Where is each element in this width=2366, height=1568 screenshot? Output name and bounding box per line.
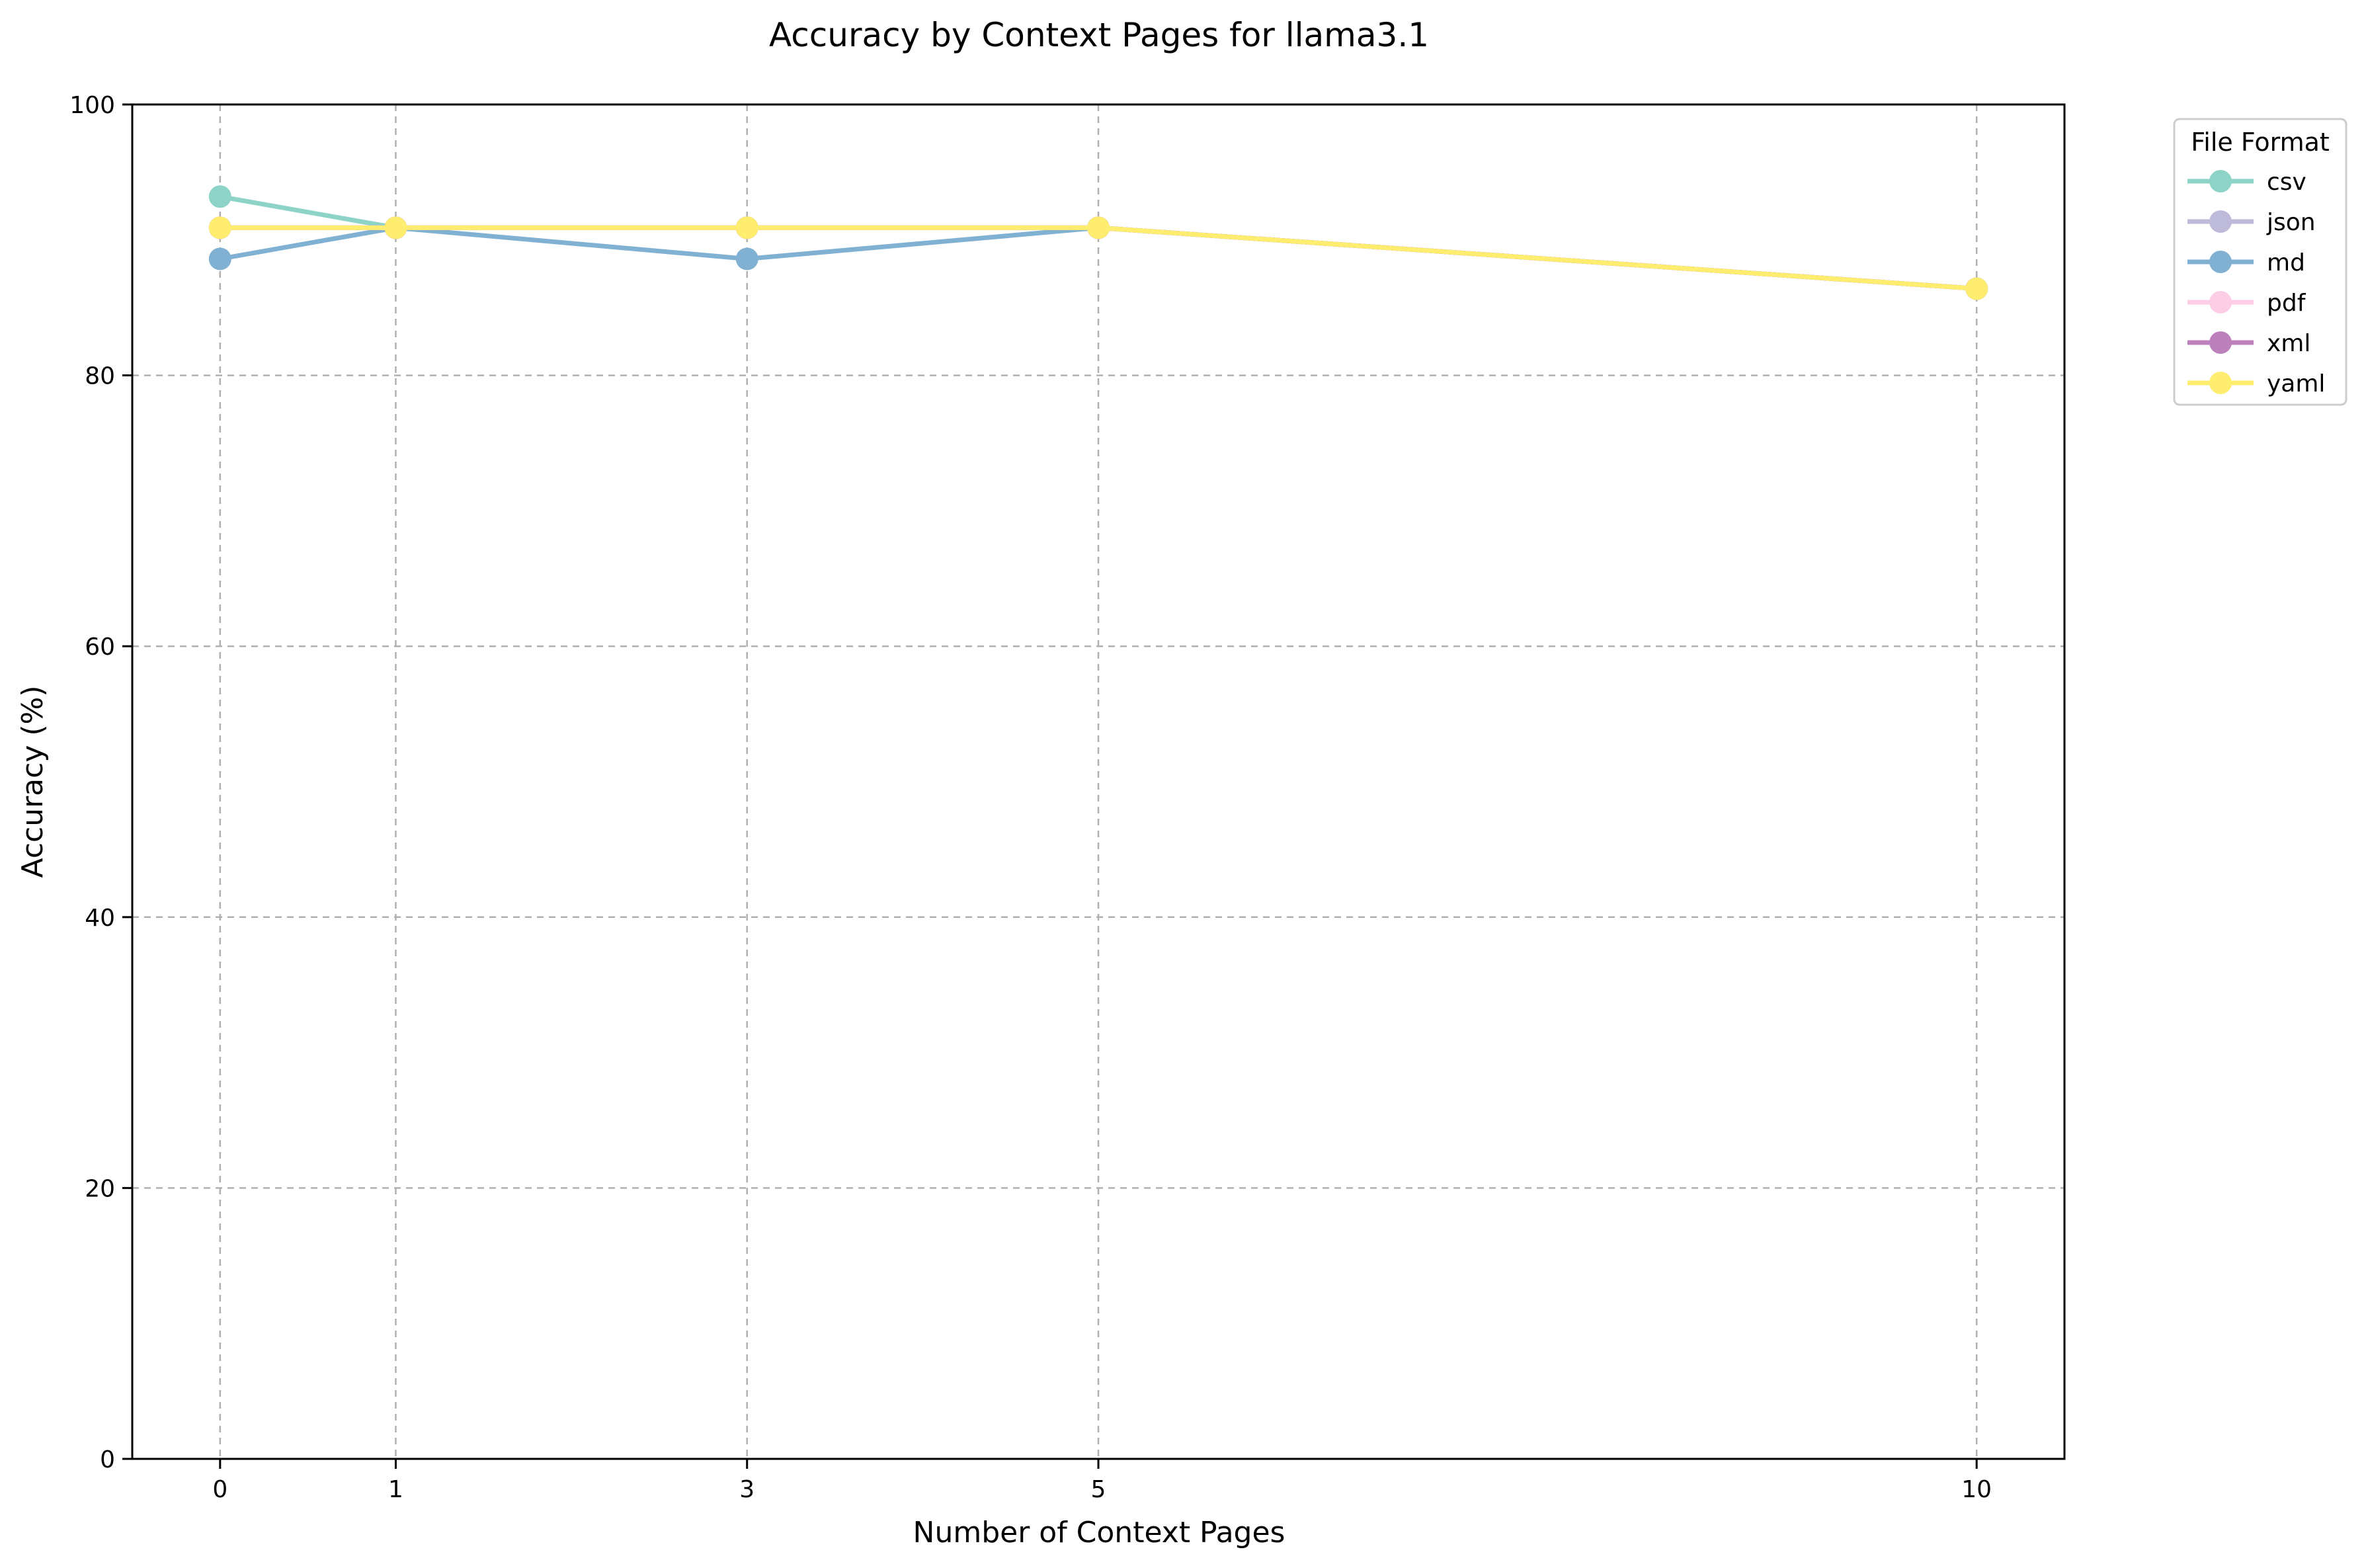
legend-item-csv: csv (2187, 169, 2306, 196)
data-point-csv (208, 185, 231, 208)
legend: File Format csv json md pdf xml yaml (2173, 118, 2347, 406)
x-tick-label: 3 (739, 1476, 755, 1503)
legend-item-yaml: yaml (2187, 370, 2325, 397)
axes: 0 20 40 60 80 100 0 1 3 5 10 (69, 92, 1992, 1503)
data-point-yaml (208, 216, 231, 239)
legend-swatch-marker (2209, 331, 2232, 354)
legend-label: xml (2267, 330, 2310, 357)
x-axis-label: Number of Context Pages (913, 1516, 1285, 1549)
legend-swatch-marker (2209, 372, 2232, 394)
x-tick-label: 1 (388, 1476, 403, 1503)
data-point-md (735, 247, 758, 270)
legend-title: File Format (2191, 128, 2330, 157)
legend-label: yaml (2267, 370, 2325, 397)
chart-title: Accuracy by Context Pages for llama3.1 (769, 16, 1429, 54)
legend-item-xml: xml (2187, 330, 2310, 357)
series-group (208, 185, 1988, 300)
data-point-yaml (1965, 277, 1988, 300)
series-yaml (208, 216, 1988, 300)
x-tick-label: 10 (1961, 1476, 1992, 1503)
legend-item-pdf: pdf (2187, 290, 2306, 317)
data-point-yaml (384, 216, 407, 239)
y-tick-label: 60 (85, 634, 115, 661)
legend-label: md (2267, 249, 2305, 276)
legend-swatch-marker (2209, 210, 2232, 233)
legend-item-md: md (2187, 249, 2305, 276)
grid (132, 104, 2064, 1459)
y-tick-label: 20 (85, 1175, 115, 1202)
x-tick-label: 5 (1091, 1476, 1106, 1503)
y-tick-label: 40 (85, 905, 115, 932)
legend-label: pdf (2267, 290, 2306, 317)
data-point-yaml (1087, 216, 1110, 239)
legend-label: json (2266, 209, 2316, 236)
y-tick-label: 100 (69, 92, 115, 119)
x-tick-label: 0 (212, 1476, 227, 1503)
legend-items: csv json md pdf xml yaml (2187, 169, 2325, 397)
legend-swatch-marker (2209, 170, 2232, 192)
legend-label: csv (2267, 169, 2306, 196)
legend-swatch-marker (2209, 291, 2232, 313)
y-axis-label: Accuracy (%) (16, 685, 50, 878)
data-point-md (208, 247, 231, 270)
y-tick-label: 0 (100, 1446, 115, 1473)
legend-item-json: json (2187, 209, 2316, 236)
legend-swatch-marker (2209, 251, 2232, 273)
data-point-yaml (735, 216, 758, 239)
y-tick-label: 80 (85, 363, 115, 390)
